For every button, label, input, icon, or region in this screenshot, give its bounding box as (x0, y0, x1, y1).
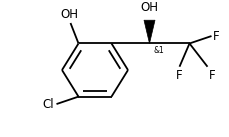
Text: F: F (176, 69, 183, 82)
Text: &1: &1 (153, 46, 164, 55)
Text: Cl: Cl (43, 98, 55, 111)
Text: OH: OH (60, 8, 79, 21)
Text: F: F (213, 30, 219, 42)
Text: F: F (208, 69, 215, 82)
Polygon shape (144, 20, 155, 43)
Text: OH: OH (141, 1, 158, 14)
